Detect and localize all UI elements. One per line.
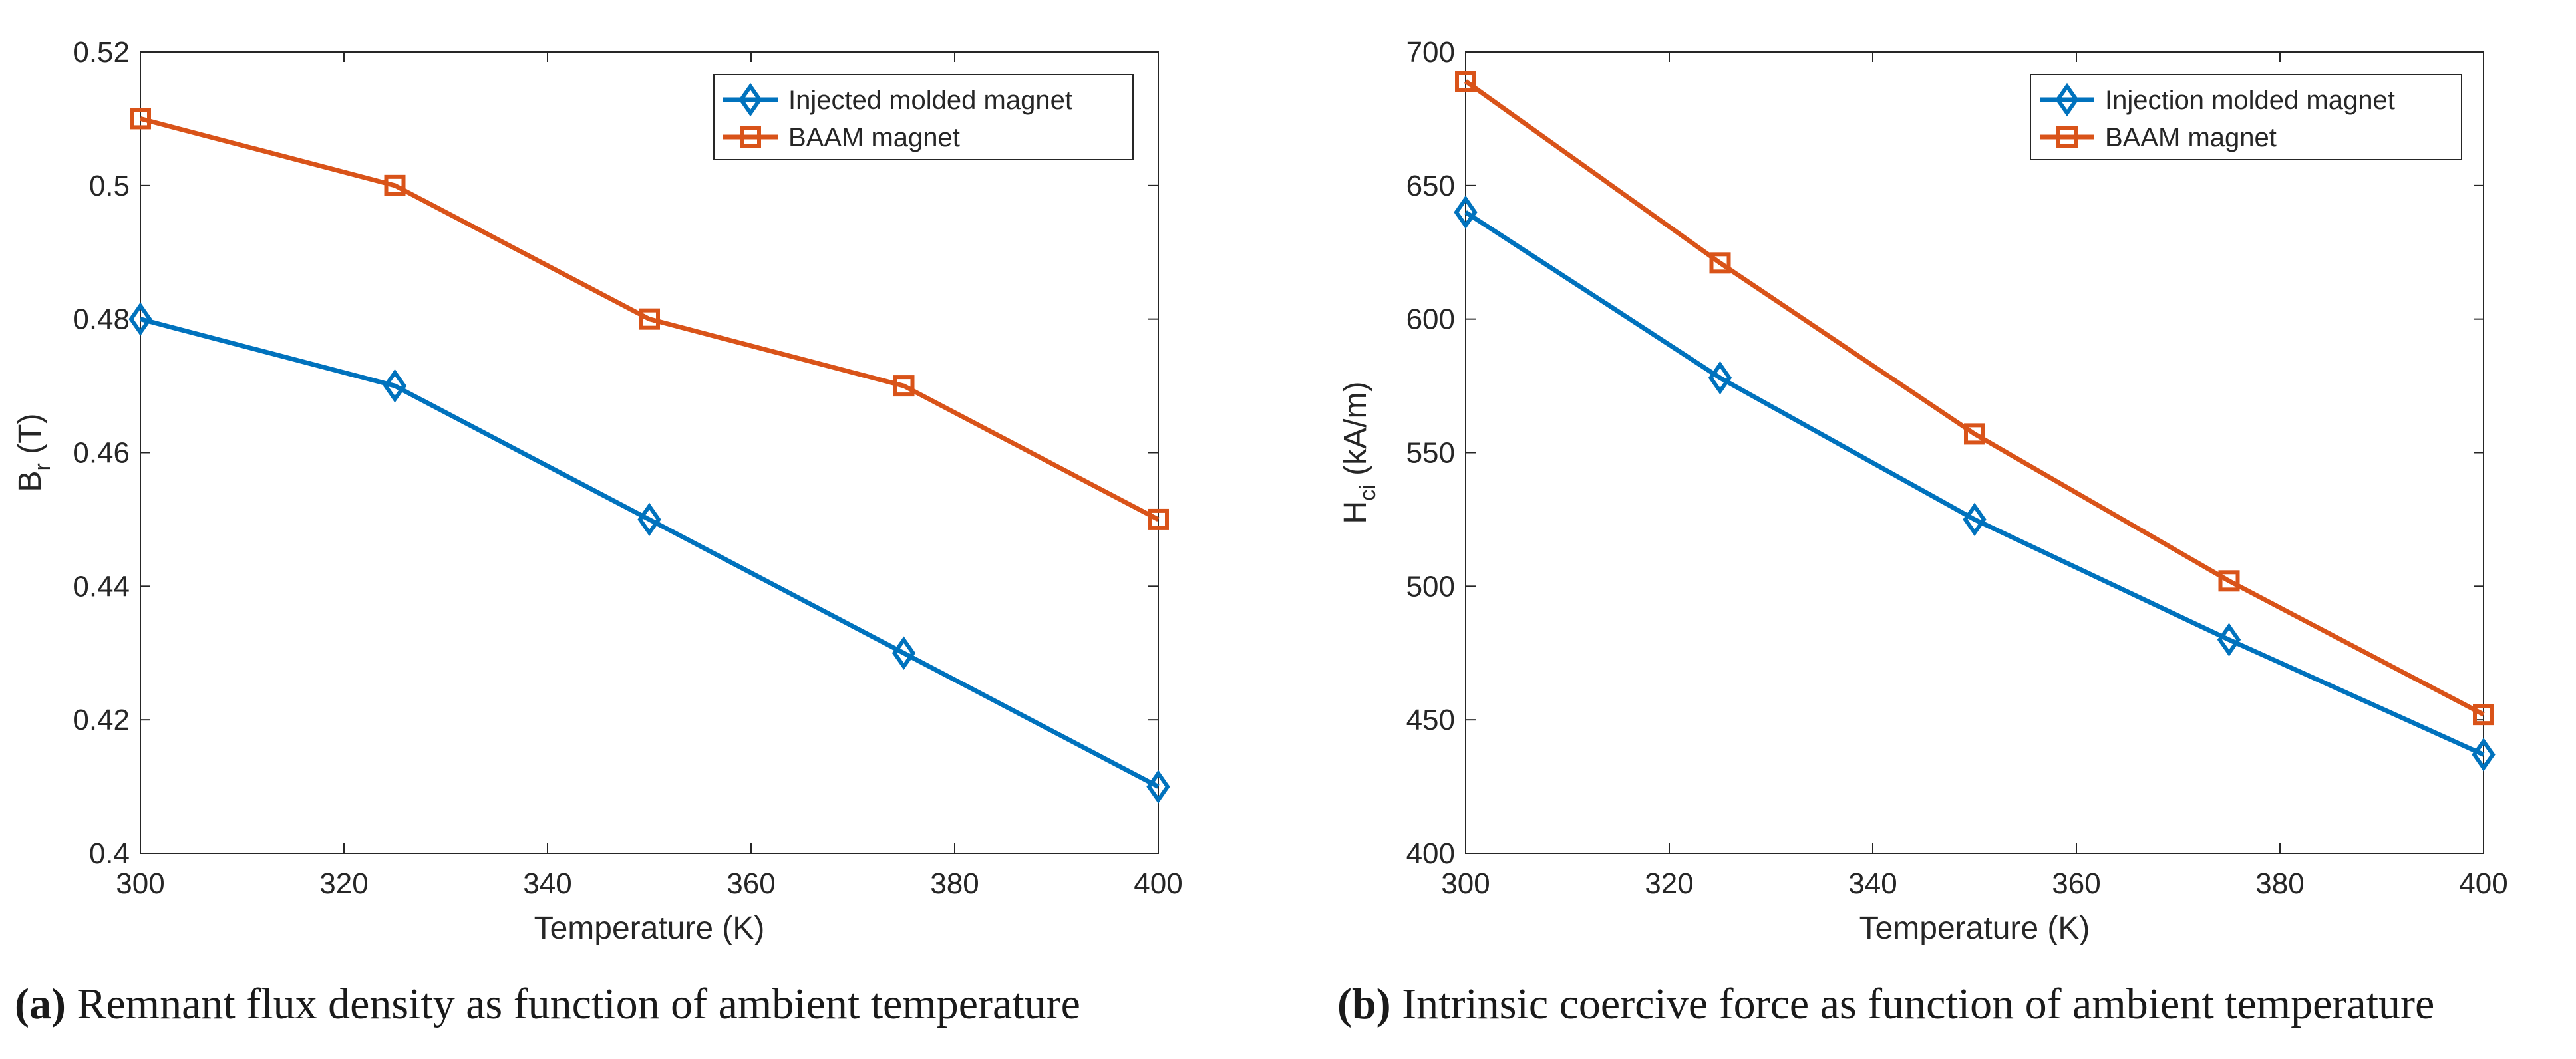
legend-entry: Injection molded magnet [2105,86,2395,115]
y-tick-label: 450 [1406,704,1455,736]
data-point [384,174,406,196]
caption-b-text: Intrinsic coercive force as function of … [1402,980,2435,1028]
y-axis-label: Hci (kA/m) [1338,382,1380,524]
data-point [2218,570,2240,592]
data-point [637,502,661,537]
series-0 [1454,195,2496,772]
caption-a-label: (a) [15,980,66,1028]
legend-marker [2055,82,2079,117]
x-tick-label: 360 [726,867,775,900]
legend-entry: BAAM magnet [2105,123,2277,152]
data-point [639,308,660,330]
plot-area [1465,51,2484,854]
x-tick-label: 380 [2255,867,2304,900]
x-tick-label: 380 [930,867,979,900]
series-1 [1455,71,2494,726]
caption-b: (b) Intrinsic coercive force as function… [1337,978,2434,1031]
data-point [1708,361,1732,395]
x-tick-label: 360 [2052,867,2100,900]
y-tick-label: 0.4 [89,837,130,870]
chart-panel-a: 300 320 340 360 380 400 0.4 0.42 0.44 0.46 0.48 0.5… [13,36,1183,946]
chart-panel-b: 300 320 340 360 380 400 400 450 500 550 600 650 700 T… [1338,36,2508,946]
series-1 [130,108,1169,530]
data-point [1964,423,1985,445]
legend-box [713,74,1134,160]
data-point [2217,623,2241,657]
x-tick-label: 320 [1645,867,1693,900]
x-tick-label: 320 [319,867,368,900]
y-axis-label: Br (T) [13,414,55,492]
x-tick-label: 300 [1441,867,1490,900]
x-axis-label: Temperature (K) [1859,911,2090,946]
data-point [1454,195,1478,229]
legend-marker [740,126,761,148]
series-0 [128,302,1170,804]
caption-a-text: Remnant flux density as function of ambi… [77,980,1080,1028]
y-tick-label: 500 [1406,570,1455,603]
x-tick-label: 300 [116,867,164,900]
y-tick-label: 650 [1406,170,1455,202]
legend-marker [2056,126,2078,148]
caption-a: (a) Remnant flux density as function of … [15,978,1080,1031]
y-tick-label: 700 [1406,36,1455,69]
y-tick-label: 0.46 [73,437,130,470]
y-tick-label: 0.42 [73,704,130,736]
y-tick-label: 0.52 [73,36,130,69]
y-tick-label: 0.5 [89,170,130,202]
legend-entry: BAAM magnet [788,123,960,152]
caption-b-label: (b) [1337,980,1391,1028]
data-point [383,369,407,403]
data-point [1455,71,1476,92]
x-tick-label: 340 [1848,867,1897,900]
y-tick-label: 400 [1406,837,1455,870]
legend: Injection molded magnet BAAM magnet [2030,74,2462,160]
y-tick-label: 550 [1406,437,1455,470]
series-line [140,116,1160,522]
legend-box [2030,74,2462,160]
data-point [893,375,915,397]
y-tick-label: 0.48 [73,303,130,336]
data-point [1148,508,1169,530]
legend-entry: Injected molded magnet [788,86,1072,115]
series-line [140,317,1160,789]
x-tick-label: 400 [2459,867,2507,900]
data-point [891,636,916,670]
x-tick-label: 400 [1134,867,1182,900]
legend-marker [738,82,762,117]
data-point [1963,502,1987,537]
data-point [2472,738,2496,772]
y-tick-label: 0.44 [73,570,130,603]
data-point [130,108,151,130]
plot-area [140,51,1159,854]
x-tick-label: 340 [523,867,571,900]
series-line [1464,79,2485,717]
data-point [128,302,152,336]
legend: Injected molded magnet BAAM magnet [713,74,1134,160]
y-tick-label: 600 [1406,303,1455,336]
x-axis-label: Temperature (K) [534,911,765,946]
series-line [1464,210,2485,757]
data-point [2473,704,2494,726]
data-point [1146,770,1170,804]
data-point [1709,252,1731,274]
